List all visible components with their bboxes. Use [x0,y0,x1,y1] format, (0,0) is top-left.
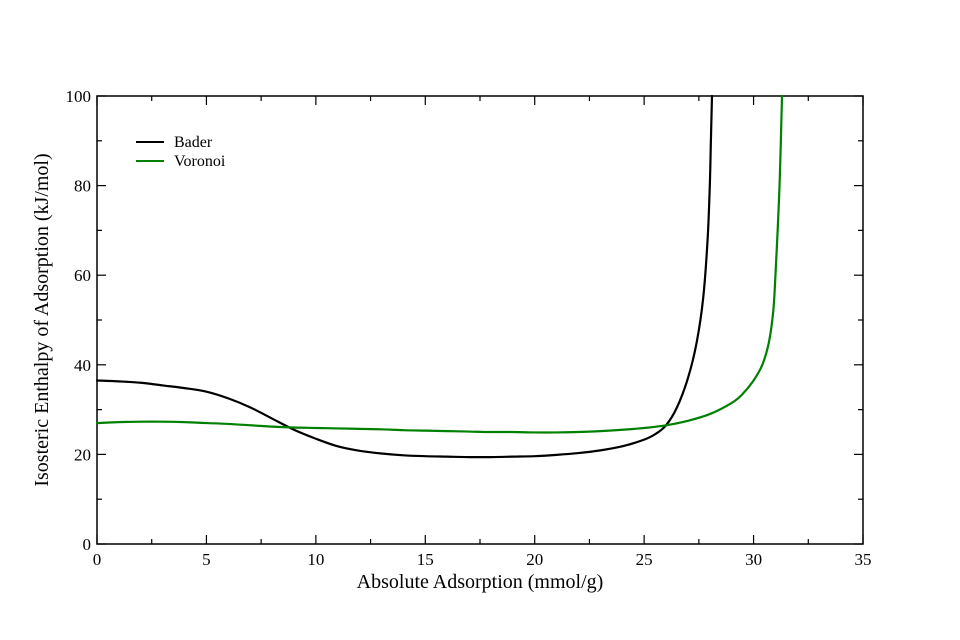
y-axis-label: Isosteric Enthalpy of Adsorption (kJ/mol… [31,153,53,486]
y-tick-label: 20 [74,445,91,464]
legend-label-bader: Bader [174,134,213,151]
legend: Bader Voronoi [136,134,226,170]
x-tick-label: 10 [307,550,324,569]
x-tick-label: 5 [202,550,211,569]
x-tick-label: 20 [526,550,543,569]
y-tick-label: 100 [66,87,92,106]
x-axis-label: Absolute Adsorption (mmol/g) [357,571,604,593]
series-line-bader [95,94,714,459]
x-tick-label: 30 [745,550,762,569]
x-tick-label: 15 [417,550,434,569]
x-tick-label: 25 [636,550,653,569]
y-tick-label: 60 [74,266,91,285]
y-tick-label: 40 [74,356,91,375]
x-tick-label: 35 [855,550,872,569]
series-line-voronoi [95,94,784,434]
y-tick-label: 0 [83,535,92,554]
axis-ticks: 0 5 10 15 20 25 30 35 0 20 40 60 80 100 [66,87,872,569]
y-tick-label: 80 [74,177,91,196]
legend-label-voronoi: Voronoi [174,153,226,170]
series-layer [95,94,784,459]
x-tick-label: 0 [93,550,102,569]
